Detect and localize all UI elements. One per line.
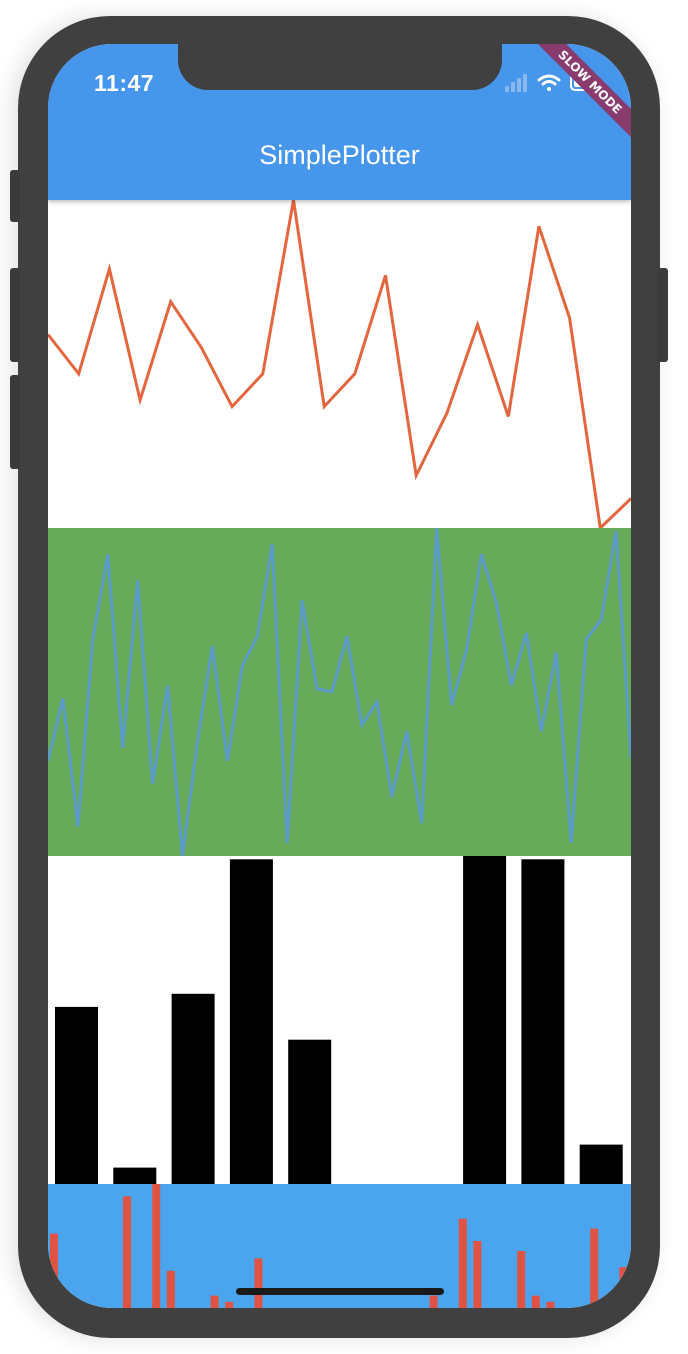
bar-black xyxy=(229,859,273,1184)
bar-red xyxy=(429,1295,438,1308)
status-time: 11:47 xyxy=(94,70,155,96)
line-chart-panel-1 xyxy=(48,199,631,532)
app-title: SimplePlotter xyxy=(259,140,420,170)
bar-black xyxy=(463,856,507,1184)
bar-red xyxy=(546,1301,555,1308)
bar-red xyxy=(619,1267,628,1308)
bar-red xyxy=(473,1241,482,1308)
home-indicator[interactable] xyxy=(236,1288,444,1295)
phone-screen: 11:47 SimplePlotter SLOW MODE xyxy=(48,44,631,1308)
bar-red xyxy=(254,1258,263,1308)
bar-black xyxy=(171,993,215,1184)
bar-black xyxy=(579,1144,623,1184)
bar-black xyxy=(55,1006,98,1184)
bar-red xyxy=(225,1301,234,1308)
notch xyxy=(178,44,502,90)
power-button xyxy=(658,268,668,362)
bar-red xyxy=(210,1295,219,1308)
line-series-red xyxy=(48,199,631,532)
bar-black xyxy=(288,1039,332,1184)
bar-red xyxy=(517,1251,526,1308)
volume-down-button xyxy=(10,375,20,469)
bar-chart-panel-1 xyxy=(48,856,631,1184)
bar-chart-panel-2 xyxy=(48,1184,631,1308)
bar-red xyxy=(458,1218,467,1308)
signal-icon xyxy=(505,74,527,92)
volume-up-button xyxy=(10,268,20,362)
bar-black xyxy=(113,1167,157,1184)
bar-red xyxy=(152,1184,161,1308)
line-chart-panel-2 xyxy=(48,527,631,857)
mute-switch xyxy=(10,170,20,222)
wifi-icon xyxy=(537,74,561,91)
line-series-blue xyxy=(48,527,631,857)
bar-red xyxy=(123,1196,131,1308)
bar-red xyxy=(50,1233,58,1308)
bar-red xyxy=(531,1295,540,1308)
bar-black xyxy=(521,859,565,1184)
bar-red xyxy=(166,1270,175,1308)
bar-red xyxy=(590,1228,599,1308)
